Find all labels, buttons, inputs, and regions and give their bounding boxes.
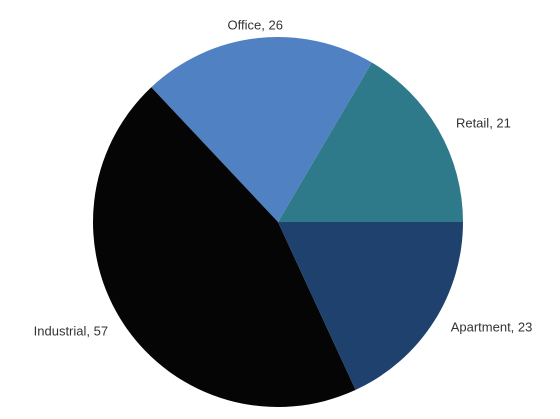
data-label: Industrial, 57 [34, 324, 108, 339]
pie-slice [278, 62, 463, 222]
pie-slice [151, 36, 372, 222]
pie-slice [93, 87, 356, 408]
data-label: Retail, 21 [456, 116, 511, 131]
data-label: Apartment, 23 [451, 320, 533, 335]
data-label: Office, 26 [228, 18, 283, 33]
pie-slice [278, 222, 463, 390]
